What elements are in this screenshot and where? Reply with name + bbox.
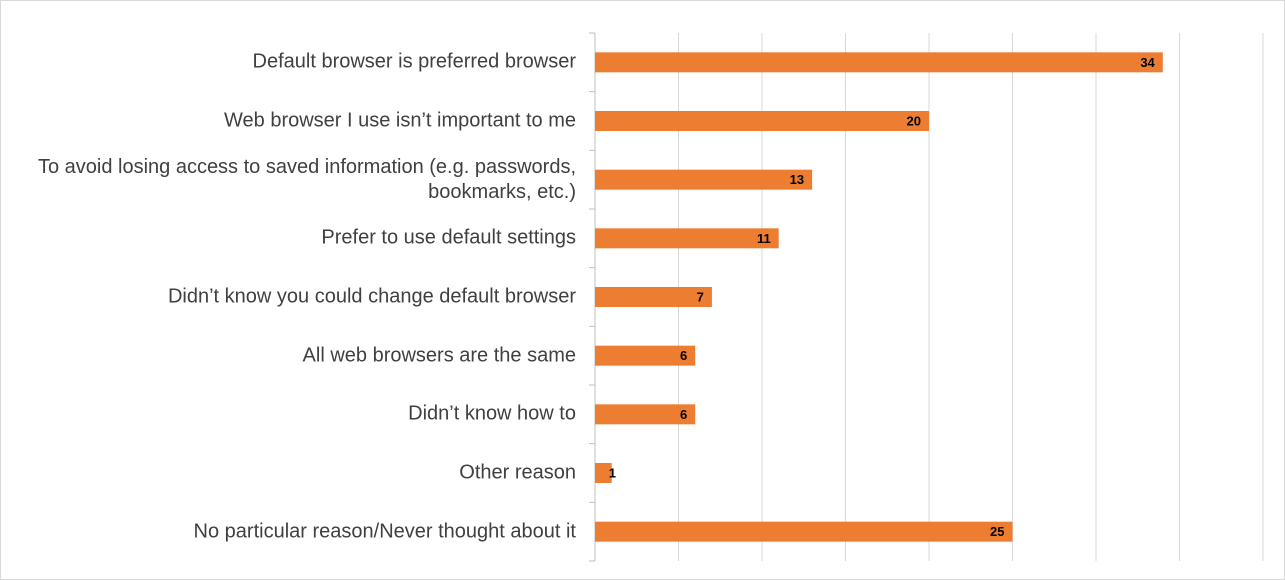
value-label: 13 bbox=[790, 172, 804, 187]
category-label: Default browser is preferred browser bbox=[252, 50, 576, 73]
category-label: Web browser I use isn’t important to me bbox=[224, 109, 576, 132]
bar bbox=[595, 111, 929, 131]
category-label: Didn’t know how to bbox=[408, 402, 576, 425]
bar bbox=[595, 52, 1163, 73]
value-label: 1 bbox=[609, 465, 616, 480]
bar bbox=[595, 521, 1013, 542]
category-label: Didn’t know you could change default bro… bbox=[167, 285, 576, 308]
value-label: 34 bbox=[1140, 55, 1155, 70]
bar bbox=[595, 287, 712, 307]
category-label: Other reason bbox=[459, 461, 576, 484]
bar bbox=[595, 169, 813, 190]
value-label: 20 bbox=[907, 113, 921, 128]
category-label: Prefer to use default settings bbox=[321, 226, 576, 249]
value-label: 6 bbox=[680, 348, 687, 363]
category-label: To avoid losing access to saved informat… bbox=[37, 155, 576, 203]
value-label: 11 bbox=[757, 231, 771, 246]
bar bbox=[595, 228, 779, 249]
bar bbox=[595, 463, 612, 483]
bar bbox=[595, 404, 696, 425]
value-label: 7 bbox=[697, 289, 704, 304]
value-label: 6 bbox=[680, 407, 687, 422]
category-label: No particular reason/Never thought about… bbox=[193, 520, 576, 543]
bar bbox=[595, 345, 696, 366]
value-label: 25 bbox=[990, 524, 1004, 539]
category-label: All web browsers are the same bbox=[302, 344, 576, 367]
